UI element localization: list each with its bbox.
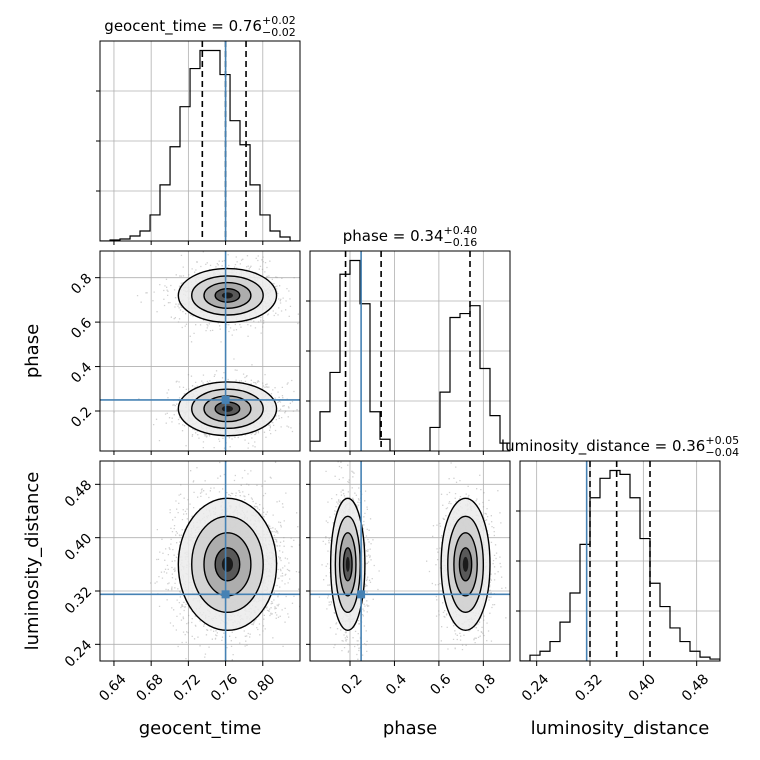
y-axis-label-phase: phase (22, 324, 43, 378)
y-tick-label: 0.8 (68, 271, 95, 298)
x-tick-label: 0.2 (339, 671, 366, 698)
hist-panel-luminosity_distance-content (520, 461, 720, 661)
density-contour (203, 281, 252, 309)
density-contour (342, 547, 353, 582)
density-fill (462, 556, 469, 572)
hist-panel-phase-content (310, 251, 510, 451)
title-sub: −0.02 (262, 26, 296, 39)
density-contour (334, 515, 361, 614)
scatter-panel-geocent_time-phase-content (100, 251, 300, 451)
y-tick-label: 0.2 (68, 404, 95, 431)
y-tick-label: 0.24 (62, 637, 95, 670)
y-axis-label-luminosity_distance: luminosity_distance (22, 472, 43, 651)
title-text: geocent_time = 0.76 (104, 17, 262, 36)
density-contour (329, 497, 366, 632)
truth-point (221, 590, 230, 599)
hist-step-luminosity_distance (520, 469, 720, 661)
y-tick-label: 0.48 (62, 477, 95, 510)
panel-title-luminosity_distance: luminosity_distance = 0.36+0.05 (501, 434, 739, 456)
hist-panel-geocent_time-content (100, 41, 300, 241)
density-fill (345, 556, 350, 572)
title-text: luminosity_distance = 0.36 (501, 437, 705, 456)
x-axis-label-geocent_time: geocent_time (139, 718, 262, 739)
density-contour (447, 515, 485, 614)
density-contour (453, 532, 478, 597)
panel-frame (309, 460, 511, 662)
density-fill (221, 405, 234, 412)
title-sup: +0.02 (262, 14, 296, 27)
scatter-panel-geocent_time-phase (99, 250, 301, 452)
panel-frame (99, 40, 301, 242)
panel-frame (99, 460, 301, 662)
density-contour (191, 515, 264, 614)
scatter-panel-geocent_time-luminosity_distance (99, 460, 301, 662)
truth-point (357, 590, 366, 599)
x-tick-label: 0.32 (572, 671, 605, 704)
y-tick-label: 0.4 (68, 359, 95, 386)
density-contour (191, 275, 264, 316)
title-text: phase = 0.34 (343, 227, 444, 245)
x-tick-label: 0.64 (96, 671, 129, 704)
title-sub: −0.04 (705, 446, 739, 459)
scatter-panel-phase-luminosity_distance (309, 460, 511, 662)
x-axis-label-phase: phase (383, 718, 437, 739)
x-tick-label: 0.76 (208, 671, 241, 704)
y-tick-label: 0.40 (62, 531, 95, 564)
x-tick-label: 0.68 (133, 671, 166, 704)
density-contour (338, 532, 357, 597)
y-tick-label: 0.32 (62, 584, 95, 617)
x-tick-label: 0.40 (626, 671, 659, 704)
hist-panel-luminosity_distance: luminosity_distance = 0.36+0.05−0.04 (501, 434, 739, 662)
x-tick-label: 0.8 (472, 671, 499, 698)
title-sup: +0.05 (705, 434, 739, 447)
x-tick-label: 0.24 (519, 671, 552, 704)
scatter-panel-geocent_time-luminosity_distance-content (100, 461, 300, 661)
panel-title-geocent_time: geocent_time = 0.76+0.02 (104, 14, 295, 36)
hist-step-geocent_time (100, 49, 300, 241)
density-contour (177, 381, 278, 437)
density-fill (221, 556, 234, 572)
hist-step-phase (310, 259, 510, 451)
density-contour (191, 388, 264, 430)
x-axis-label-luminosity_distance: luminosity_distance (531, 718, 710, 739)
hist-panel-phase: phase = 0.34+0.40−0.16 (306, 224, 511, 452)
title-sub: −0.16 (444, 236, 478, 249)
x-tick-label: 0.48 (679, 671, 712, 704)
density-contour (214, 547, 241, 582)
truth-point (221, 395, 230, 404)
density-contour (177, 497, 278, 632)
panel-frame (309, 250, 511, 452)
x-tick-label: 0.80 (245, 671, 278, 704)
density-contour (440, 497, 491, 632)
density-contour (214, 288, 241, 303)
panel-title-phase: phase = 0.34+0.40 (343, 224, 478, 245)
density-contour (177, 267, 278, 324)
x-tick-label: 0.72 (171, 671, 204, 704)
x-tick-label: 0.4 (383, 671, 410, 698)
scatter-panel-phase-luminosity_distance-content (310, 461, 510, 661)
panel-frame (99, 250, 301, 452)
x-tick-label: 0.6 (427, 671, 454, 698)
panel-frame (519, 460, 721, 662)
density-contour (458, 547, 473, 582)
density-fill (221, 292, 234, 299)
hist-panel-geocent_time: geocent_time = 0.76+0.02−0.02 (96, 14, 301, 242)
y-tick-label: 0.6 (68, 315, 95, 342)
title-sup: +0.40 (444, 224, 478, 237)
